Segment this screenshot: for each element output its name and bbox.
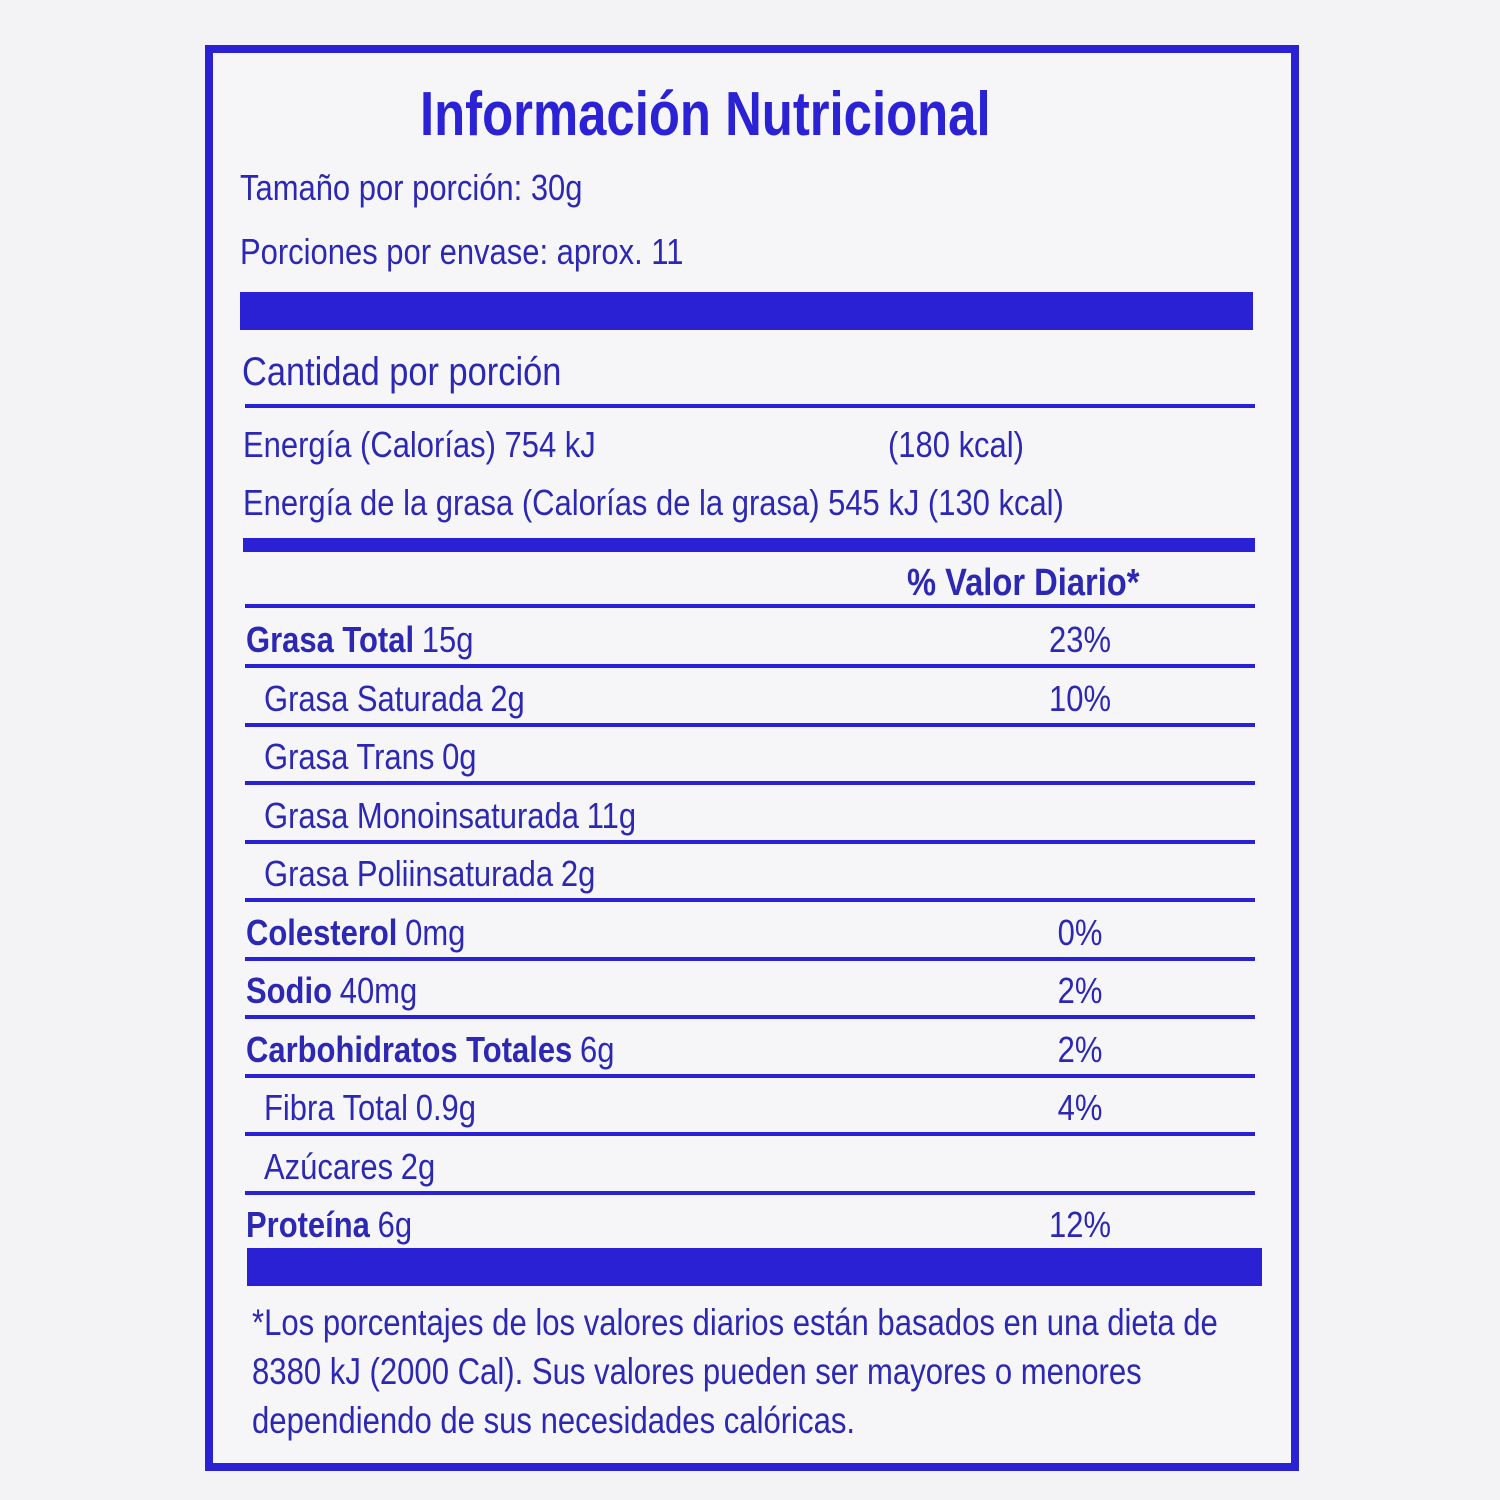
footnote-line: dependiendo de sus necesidades calóricas… (252, 1400, 856, 1441)
nutrient-amount: 2g (400, 1145, 436, 1187)
nutrition-label-border (205, 45, 1299, 1471)
nutrient-row: Carbohidratos Totales 6g (246, 1028, 615, 1070)
nutrient-name: Grasa Poliinsaturada (264, 853, 554, 894)
nutrient-name: Proteína (246, 1204, 370, 1245)
nutrient-name: Grasa Total (246, 619, 415, 660)
row-divider (245, 839, 1255, 844)
daily-value-header: % Valor Diario* (907, 562, 1140, 604)
row-divider (245, 898, 1255, 902)
row-divider (245, 956, 1255, 961)
row-divider (245, 1015, 1255, 1019)
amount-per-serving: Cantidad por porción (242, 350, 562, 394)
energy-label: Energía (Calorías) 754 kJ (243, 424, 596, 465)
daily-value-percent: 4% (1057, 1087, 1103, 1128)
row-divider (245, 1190, 1255, 1195)
row-divider (245, 1132, 1255, 1136)
thick-divider (247, 1248, 1262, 1286)
nutrient-amount: 0g (442, 736, 477, 777)
thick-divider (240, 292, 1253, 330)
daily-value-percent: 0% (1057, 911, 1103, 953)
divider (245, 404, 1255, 408)
nutrient-row: Grasa Poliinsaturada 2g (264, 854, 595, 894)
nutrient-amount: 6g (580, 1028, 615, 1070)
daily-value-percent: 23% (1049, 619, 1111, 660)
nutrient-row: Sodio 40mg (246, 971, 417, 1011)
nutrient-row: Grasa Trans 0g (264, 737, 477, 777)
footnote-line: 8380 kJ (2000 Cal). Sus valores pueden s… (252, 1351, 1142, 1392)
nutrient-amount: 0mg (405, 911, 466, 953)
label-title: Información Nutricional (420, 80, 991, 149)
nutrient-row: Proteína 6g (246, 1205, 412, 1245)
daily-value-percent: 2% (1057, 1028, 1103, 1070)
nutrient-name: Carbohidratos Totales (246, 1028, 573, 1070)
nutrient-amount: 0.9g (415, 1087, 476, 1128)
nutrient-name: Grasa Saturada (264, 677, 483, 719)
footnote-line: *Los porcentajes de los valores diarios … (252, 1302, 1218, 1343)
nutrient-amount: 15g (421, 619, 474, 660)
nutrient-row: Grasa Total 15g (246, 620, 473, 660)
nutrient-name: Colesterol (246, 911, 398, 953)
nutrient-name: Grasa Monoinsaturada (264, 794, 579, 836)
nutrient-name: Azúcares (264, 1145, 394, 1187)
energy-kcal: (180 kcal) (888, 424, 1024, 465)
servings-per-container: Porciones por envase: aprox. 11 (240, 231, 684, 272)
daily-value-percent: 12% (1049, 1204, 1111, 1245)
row-divider (245, 1073, 1255, 1078)
nutrient-amount: 11g (586, 794, 637, 836)
row-divider (245, 664, 1255, 668)
nutrient-name: Grasa Trans (264, 736, 435, 777)
row-divider (245, 781, 1255, 785)
nutrient-row: Grasa Saturada 2g (264, 677, 525, 719)
daily-value-percent: 2% (1057, 970, 1103, 1011)
nutrient-row: Grasa Monoinsaturada 11g (264, 794, 637, 836)
nutrient-row: Azúcares 2g (264, 1145, 436, 1187)
nutrient-amount: 6g (377, 1204, 413, 1245)
nutrient-name: Fibra Total (264, 1087, 408, 1128)
nutrient-amount: 2g (490, 677, 525, 719)
nutrient-amount: 2g (560, 853, 596, 894)
energy-fat: Energía de la grasa (Calorías de la gras… (243, 482, 1064, 523)
daily-value-percent: 10% (1049, 677, 1111, 719)
row-divider (245, 722, 1255, 727)
divider (245, 604, 1255, 608)
medium-divider (243, 538, 1255, 552)
nutrient-row: Fibra Total 0.9g (264, 1088, 476, 1128)
nutrient-name: Sodio (246, 970, 332, 1011)
nutrient-amount: 40mg (339, 970, 418, 1011)
nutrient-row: Colesterol 0mg (246, 911, 466, 953)
serving-size: Tamaño por porción: 30g (240, 167, 583, 208)
